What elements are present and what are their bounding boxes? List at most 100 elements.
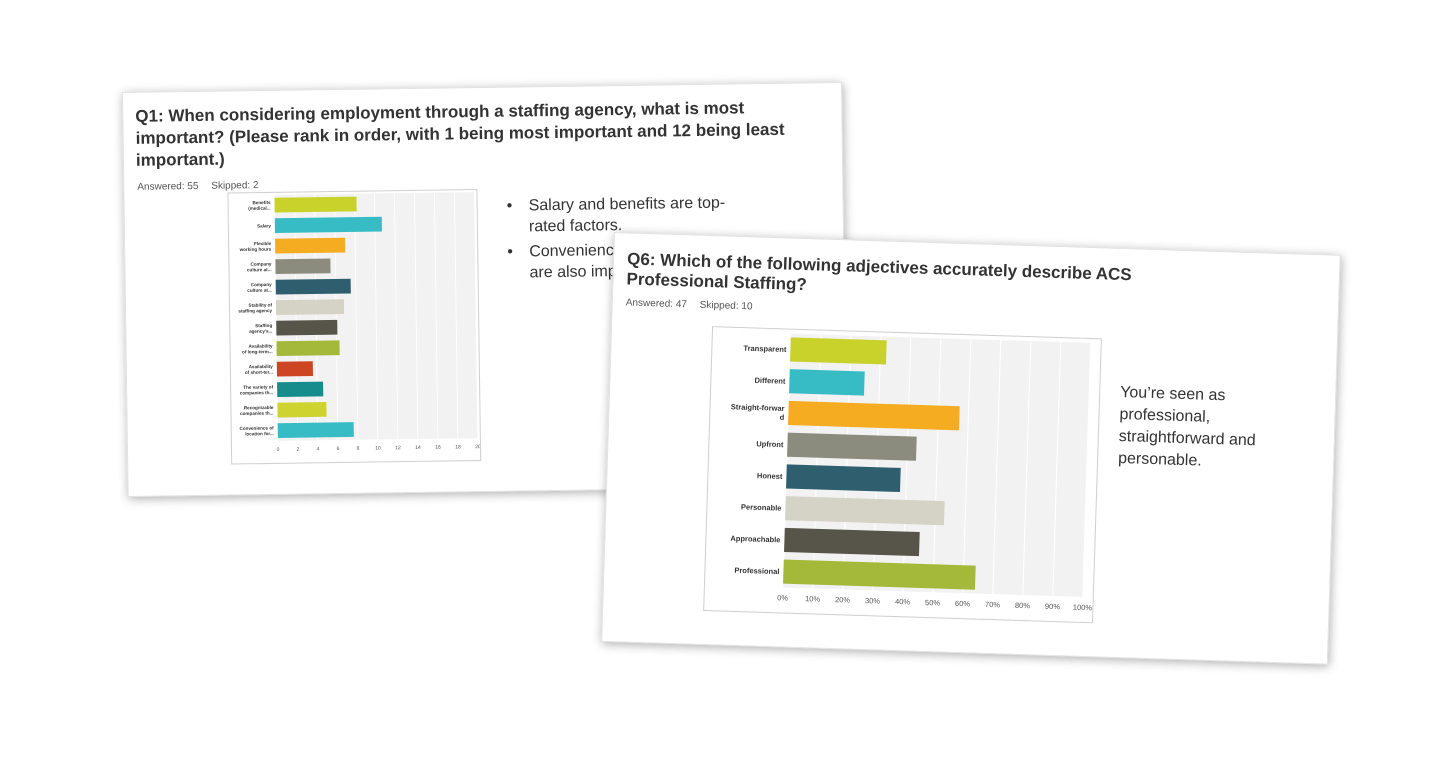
grid-line [1052,342,1062,596]
bar [277,402,327,418]
q1-meta: Answered: 55 Skipped: 2 [137,180,258,193]
category-label: companies th... [240,411,274,416]
bullet-marker: • [507,243,514,261]
bar [277,422,354,438]
q1-chart: 0 2 4 6 8 10 12 14 16 18 20 Benefits (medical... Sala… [227,189,482,465]
bar [275,278,351,295]
category-label: location for... [245,431,274,436]
q1-title: Q1: When considering employment through … [135,98,785,170]
x-tick-label: 12 [395,445,401,451]
category-label: Upfront [756,439,784,449]
category-label: agency's... [249,329,272,334]
category-label: Salary [257,223,271,228]
slide-q6: Q6: Which of the following adjectives ac… [601,232,1341,665]
category-label: Transparent [743,344,787,354]
grid-line [434,192,439,439]
category-label: Flexible [254,241,272,246]
category-label: Staffing [255,323,272,328]
q6-chart: 0% 10% 20% 30% 40% 50% 60% 70% 80% 90% 100% Transpa… [703,326,1102,624]
x-tick-label: 100% [1073,603,1093,613]
category-label: Different [754,376,786,386]
x-tick-label: 0% [777,593,788,602]
bar [785,496,945,526]
bar [275,299,345,315]
bar [787,432,917,461]
grid-line [394,193,399,440]
bar [784,527,920,557]
category-label: companies th... [240,390,274,395]
q6-skipped: Skipped: 10 [699,299,753,313]
q6-title: Q6: Which of the following adjectives ac… [626,249,1132,295]
grid-line [334,194,339,441]
x-tick-label: 70% [985,600,1001,609]
x-tick-label: 10 [375,445,381,451]
x-tick-label: 18 [455,444,461,450]
grid-line [962,339,972,594]
grid-line [374,193,379,440]
bullet-marker: • [506,197,513,215]
grid-line [354,193,359,440]
slide-q1: Q1: When considering employment through … [122,81,848,497]
x-tick-label: 4 [317,446,320,452]
x-tick-label: 40% [895,597,911,606]
x-tick-label: 16 [435,445,441,451]
q6-summary-note: You’re seen as professional, straightfor… [1117,383,1256,470]
q1-bullet-1-text: Salary and benefits are top-rated factor… [528,194,726,236]
q6-chart-svg: 0% 10% 20% 30% 40% 50% 60% 70% 80% 90% 100% Transpa… [730,333,1093,613]
category-label: Convenience of [239,425,274,430]
x-tick-label: 6 [337,446,340,452]
x-tick-label: 2 [297,447,300,453]
x-tick-label: 20% [835,595,851,604]
category-label: culture at... [247,267,272,272]
bar [275,258,331,275]
grid-line [1022,341,1032,596]
category-label: Honest [757,471,783,481]
category-label: Personable [741,502,782,512]
q1-chart-svg: 0 2 4 6 8 10 12 14 16 18 20 Benefits(medical... Sala… [238,192,480,453]
category-label: staffing agency [238,308,272,313]
x-tick-label: 8 [357,446,360,452]
q6-meta: Answered: 47 Skipped: 10 [626,297,753,312]
category-label: Company [251,282,272,287]
q1-skipped: Skipped: 2 [211,180,259,192]
bar [790,337,887,365]
bar [788,400,960,431]
grid-line [474,192,479,439]
category-label: working hours [239,247,272,252]
x-tick-label: 10% [805,594,821,603]
x-tick-label: 90% [1045,602,1061,611]
x-tick-label: 50% [925,598,941,607]
category-label: (medical... [248,206,271,211]
category-label: of short-ter... [245,370,273,375]
grid-line [932,338,942,593]
x-tick-label: 60% [955,599,971,608]
bar [274,216,382,234]
category-label: Availability [248,343,273,348]
grid-line [294,194,299,441]
x-tick-label: 80% [1015,601,1031,610]
category-label: Stability of [248,302,272,307]
category-label: Company [250,261,271,266]
bar [276,319,338,336]
grid-line [314,194,319,441]
bar [276,361,313,377]
grid-line [274,194,279,441]
category-label: Recognizable [244,405,274,410]
category-label: d [780,413,785,422]
bar [786,464,901,493]
bar [789,369,865,396]
x-tick-label: 20 [475,444,480,450]
x-tick-label: 14 [415,445,421,451]
category-label: Straight-forwar [731,402,785,413]
bar [276,340,340,356]
grid-line [992,340,1002,595]
bar [275,237,346,254]
q1-answered: Answered: 55 [137,180,199,193]
x-tick-label: 0 [277,447,280,453]
grid-line [454,192,459,439]
category-label: The variety of [243,384,273,389]
grid-line [1082,343,1092,597]
category-label: Benefits [252,200,271,205]
grid-line [414,192,419,439]
bar [274,196,357,213]
